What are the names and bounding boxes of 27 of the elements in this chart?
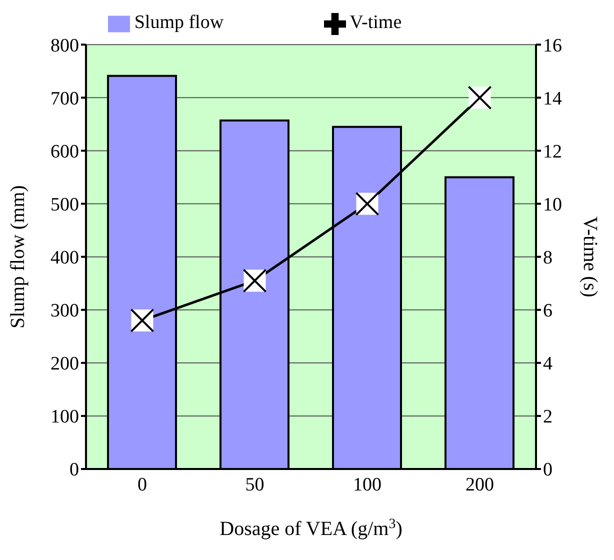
y2-tick-label: 8 [543, 248, 552, 269]
y2-tick-label: 2 [543, 406, 552, 428]
y-tick-label: 400 [50, 248, 79, 269]
y2-tick-label: 6 [543, 300, 552, 322]
legend-label: Slump flow [134, 12, 224, 33]
y-axis-title: Slump flow (mm) [7, 185, 29, 328]
legend-label: V-time [350, 12, 402, 33]
y-tick-label: 600 [50, 141, 79, 162]
x-tick-label: 200 [466, 474, 494, 496]
y-tick-label: 700 [50, 88, 79, 110]
y-tick-label: 300 [50, 300, 79, 322]
y-tick-label: 100 [50, 406, 79, 428]
y2-tick-label: 0 [543, 460, 552, 481]
x-tick-label: 50 [245, 474, 264, 496]
y-tick-label: 0 [70, 460, 79, 481]
y2-tick-label: 16 [543, 35, 562, 56]
x-axis-title: Dosage of VEA (g/m$^{3}$) [220, 516, 402, 540]
x-tick-label: 100 [353, 474, 382, 496]
y-tick-label: 200 [50, 354, 79, 375]
y2-tick-label: 10 [543, 194, 562, 216]
y-tick-label: 500 [50, 194, 79, 216]
y2-tick-label: 14 [543, 88, 562, 110]
x-tick-label: 0 [138, 474, 147, 496]
y2-tick-label: 12 [543, 141, 562, 162]
y2-axis-title: V-time (s) [579, 216, 601, 298]
y2-tick-label: 4 [543, 354, 553, 375]
y-tick-label: 800 [50, 35, 79, 56]
